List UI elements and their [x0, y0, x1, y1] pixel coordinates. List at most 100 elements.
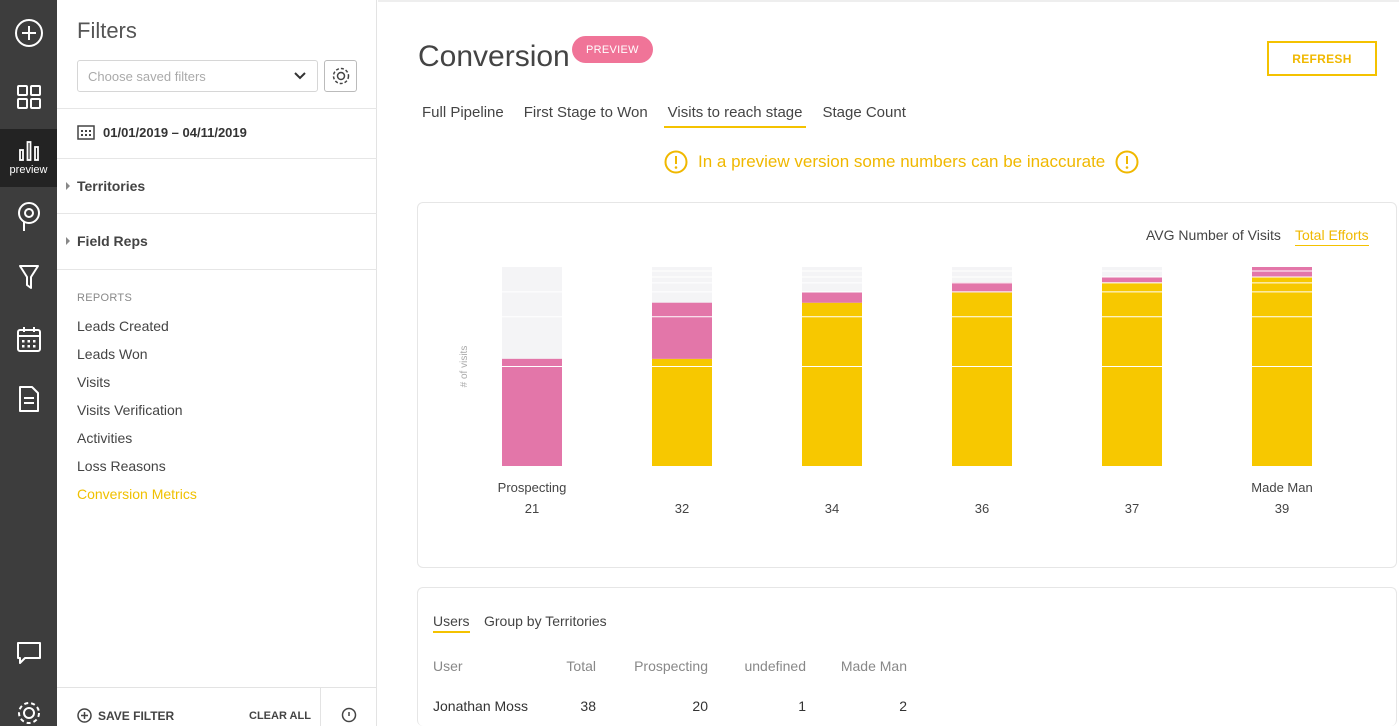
- funnel-icon: [18, 265, 39, 289]
- document-icon: [18, 386, 39, 412]
- plus-circle-icon: [77, 708, 92, 723]
- calendar-icon: [77, 125, 95, 140]
- rail-caption: preview: [9, 164, 48, 176]
- clear-all-button[interactable]: CLEAR ALL: [249, 710, 311, 722]
- tab-visits-to-reach-stage[interactable]: Visits to reach stage: [663, 104, 807, 128]
- report-leads-created[interactable]: Leads Created: [77, 318, 169, 334]
- column-header[interactable]: Made Man: [840, 658, 907, 674]
- territories-section[interactable]: Territories: [77, 178, 146, 194]
- column-header[interactable]: Prospecting: [634, 658, 708, 674]
- x-tick-value: 21: [525, 501, 539, 516]
- sidebar-title: Filters: [77, 18, 137, 43]
- reports-button[interactable]: preview: [0, 129, 57, 187]
- bar-segment: [1102, 277, 1162, 283]
- sidebar-footer: SAVE FILTER CLEAR ALL: [57, 687, 377, 726]
- bar-segment: [652, 302, 712, 359]
- tab-first-stage-to-won[interactable]: First Stage to Won: [523, 104, 648, 121]
- divider: [57, 269, 377, 270]
- tab-users[interactable]: Users: [433, 613, 470, 633]
- table-cell-user: Jonathan Moss: [433, 698, 528, 714]
- bar-segment: [1252, 277, 1312, 466]
- report-leads-won[interactable]: Leads Won: [77, 346, 148, 362]
- field-reps-section[interactable]: Field Reps: [77, 233, 148, 249]
- report-activities[interactable]: Activities: [77, 430, 133, 446]
- map-pin-icon: [17, 202, 40, 231]
- chat-button[interactable]: [0, 624, 57, 682]
- top-border: [378, 0, 1399, 2]
- gear-icon: [332, 67, 349, 85]
- divider: [320, 688, 321, 726]
- x-tick-value: 32: [675, 501, 689, 516]
- chat-icon: [16, 642, 41, 664]
- calendar-icon: [16, 327, 41, 352]
- bar-segment: [952, 292, 1012, 466]
- tab-full-pipeline[interactable]: Full Pipeline: [422, 104, 504, 121]
- save-filter-label: SAVE FILTER: [98, 708, 175, 723]
- stacked-bar-chart: # of visits Prospecting 21 32 34 36 37 Made Man…: [459, 267, 1378, 516]
- report-visits-verification[interactable]: Visits Verification: [77, 402, 183, 418]
- avg-visits-toggle[interactable]: AVG Number of Visits: [1146, 227, 1281, 243]
- caret-right-icon: [66, 182, 70, 190]
- x-tick-label: Prospecting: [498, 480, 567, 495]
- x-tick-value: 36: [975, 501, 989, 516]
- funnel-button[interactable]: [0, 248, 57, 306]
- x-tick-value: 34: [825, 501, 839, 516]
- bar-segment: [652, 358, 712, 466]
- saved-filters-select[interactable]: Choose saved filters: [77, 60, 318, 92]
- users-table-card: Users Group by Territories User Total Pr…: [417, 587, 1397, 726]
- tab-group-by-territories[interactable]: Group by Territories: [484, 613, 607, 629]
- table-cell: 38: [580, 698, 596, 714]
- filter-settings-button[interactable]: [324, 60, 357, 92]
- plus-circle-icon: [14, 19, 43, 47]
- tab-stage-count[interactable]: Stage Count: [822, 104, 906, 121]
- total-efforts-toggle[interactable]: Total Efforts: [1295, 227, 1369, 246]
- divider: [57, 158, 377, 159]
- report-visits[interactable]: Visits: [77, 374, 111, 390]
- caret-right-icon: [66, 237, 70, 245]
- warning-icon: [664, 150, 688, 174]
- date-range-picker[interactable]: 01/01/2019 – 04/11/2019: [77, 124, 247, 140]
- bar-segment: [802, 302, 862, 466]
- bar-segment: [1102, 282, 1162, 466]
- page-title: Conversion: [418, 40, 570, 73]
- map-button[interactable]: [0, 188, 57, 246]
- chart-card: AVG Number of Visits Total Efforts # of …: [417, 202, 1397, 568]
- calendar-button[interactable]: [0, 310, 57, 368]
- bar-segment: [502, 358, 562, 466]
- save-filter-button[interactable]: SAVE FILTER: [77, 708, 174, 723]
- bar-segment: [1252, 267, 1312, 278]
- icon-rail: preview: [0, 0, 57, 726]
- settings-button[interactable]: [0, 684, 57, 726]
- bar-segment: [952, 282, 1012, 293]
- warning-icon: [1115, 150, 1139, 174]
- grid-icon: [16, 85, 41, 109]
- column-header[interactable]: undefined: [744, 658, 806, 674]
- x-tick-value: 37: [1125, 501, 1139, 516]
- table-cell: 1: [798, 698, 806, 714]
- report-tabs: Full Pipeline First Stage to Won Visits …: [422, 104, 926, 128]
- divider: [57, 108, 377, 109]
- report-conversion-metrics[interactable]: Conversion Metrics: [77, 486, 197, 502]
- main-content: Conversion PREVIEW REFRESH Full Pipeline…: [378, 0, 1399, 726]
- preview-warning: In a preview version some numbers can be…: [664, 150, 1139, 174]
- y-axis-label: # of visits: [459, 346, 470, 388]
- reports-heading: REPORTS: [77, 292, 133, 304]
- x-tick-value: 39: [1275, 501, 1289, 516]
- info-circle-icon[interactable]: [341, 707, 357, 723]
- table-cell: 2: [899, 698, 907, 714]
- saved-filters-placeholder: Choose saved filters: [88, 68, 206, 84]
- bar-segment: [802, 292, 862, 303]
- column-header[interactable]: User: [433, 658, 463, 674]
- divider: [57, 213, 377, 214]
- add-button[interactable]: [0, 4, 57, 62]
- chevron-down-icon: [294, 72, 306, 80]
- report-loss-reasons[interactable]: Loss Reasons: [77, 458, 166, 474]
- warning-text: In a preview version some numbers can be…: [698, 152, 1106, 171]
- table-cell: 20: [692, 698, 708, 714]
- dashboard-button[interactable]: [0, 68, 57, 126]
- refresh-button[interactable]: REFRESH: [1267, 41, 1377, 76]
- date-range-text: 01/01/2019 – 04/11/2019: [103, 124, 247, 140]
- column-header[interactable]: Total: [566, 658, 596, 674]
- documents-button[interactable]: [0, 370, 57, 428]
